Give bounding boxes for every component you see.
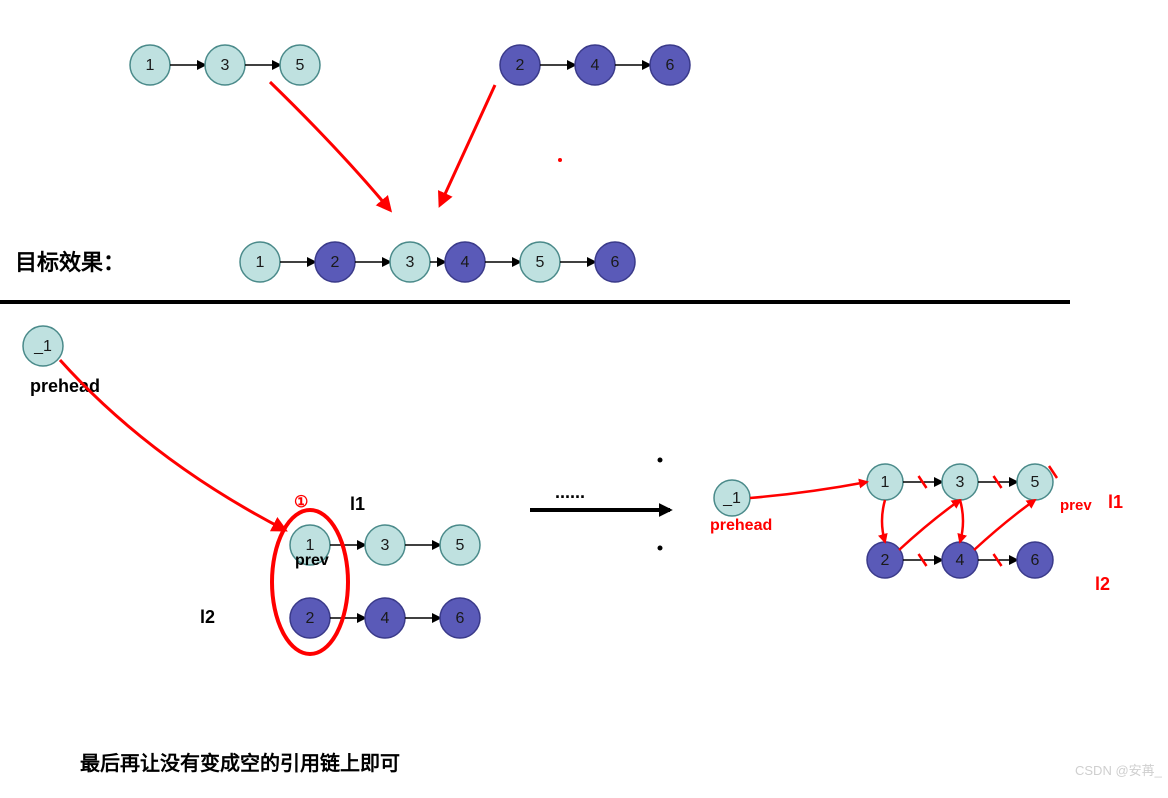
top-l2-node-0-label: 2 — [516, 57, 525, 74]
merged-node-3-label: 4 — [461, 254, 470, 271]
right-l2-node-1-label: 4 — [956, 552, 965, 569]
right-l2-node-0-label: 2 — [881, 552, 890, 569]
diagram-canvas: 135246目标效果：123456_1prehead135246①l1l2pre… — [0, 0, 1168, 798]
left-l2-label: l2 — [200, 607, 215, 627]
red-dot — [558, 158, 562, 162]
right-prehead-label: _1 — [722, 490, 741, 507]
right-prev-label: prev — [1060, 497, 1092, 514]
right-l2-label: l2 — [1095, 574, 1110, 594]
top-l1-node-2-label: 5 — [296, 57, 305, 74]
circled-one: ① — [294, 494, 308, 511]
background — [0, 0, 1168, 798]
top-l2-node-2-label: 6 — [666, 57, 675, 74]
prehead-node-label: _1 — [33, 338, 52, 355]
right-l1-node-2-label: 5 — [1031, 474, 1040, 491]
prehead-label: prehead — [30, 376, 100, 396]
right-l1-label: l1 — [1108, 492, 1123, 512]
watermark: CSDN @安苒_ — [1075, 763, 1163, 778]
merged-node-4-label: 5 — [536, 254, 545, 271]
mid-dot-1 — [658, 458, 663, 463]
merged-node-0-label: 1 — [256, 254, 265, 271]
left-l1-node-2-label: 5 — [456, 537, 465, 554]
left-l2-node-1-label: 4 — [381, 610, 390, 627]
merged-node-5-label: 6 — [611, 254, 620, 271]
left-l1-label: l1 — [350, 494, 365, 514]
right-l1-node-0-label: 1 — [881, 474, 890, 491]
top-l1-node-1-label: 3 — [221, 57, 230, 74]
merged-node-1-label: 2 — [331, 254, 340, 271]
left-l2-node-0-label: 2 — [306, 610, 315, 627]
bottom-text: 最后再让没有变成空的引用链上即可 — [80, 751, 400, 775]
dots-label: ...... — [555, 482, 585, 502]
right-l2-node-2-label: 6 — [1031, 552, 1040, 569]
mid-dot-2 — [658, 546, 663, 551]
target-label: 目标效果： — [15, 250, 125, 275]
left-l1-node-1-label: 3 — [381, 537, 390, 554]
merged-node-2-label: 3 — [406, 254, 415, 271]
right-prehead-label: prehead — [710, 517, 772, 534]
right-l1-node-1-label: 3 — [956, 474, 965, 491]
top-l1-node-0-label: 1 — [146, 57, 155, 74]
left-prev-label: prev — [295, 552, 329, 569]
left-l2-node-2-label: 6 — [456, 610, 465, 627]
top-l2-node-1-label: 4 — [591, 57, 600, 74]
